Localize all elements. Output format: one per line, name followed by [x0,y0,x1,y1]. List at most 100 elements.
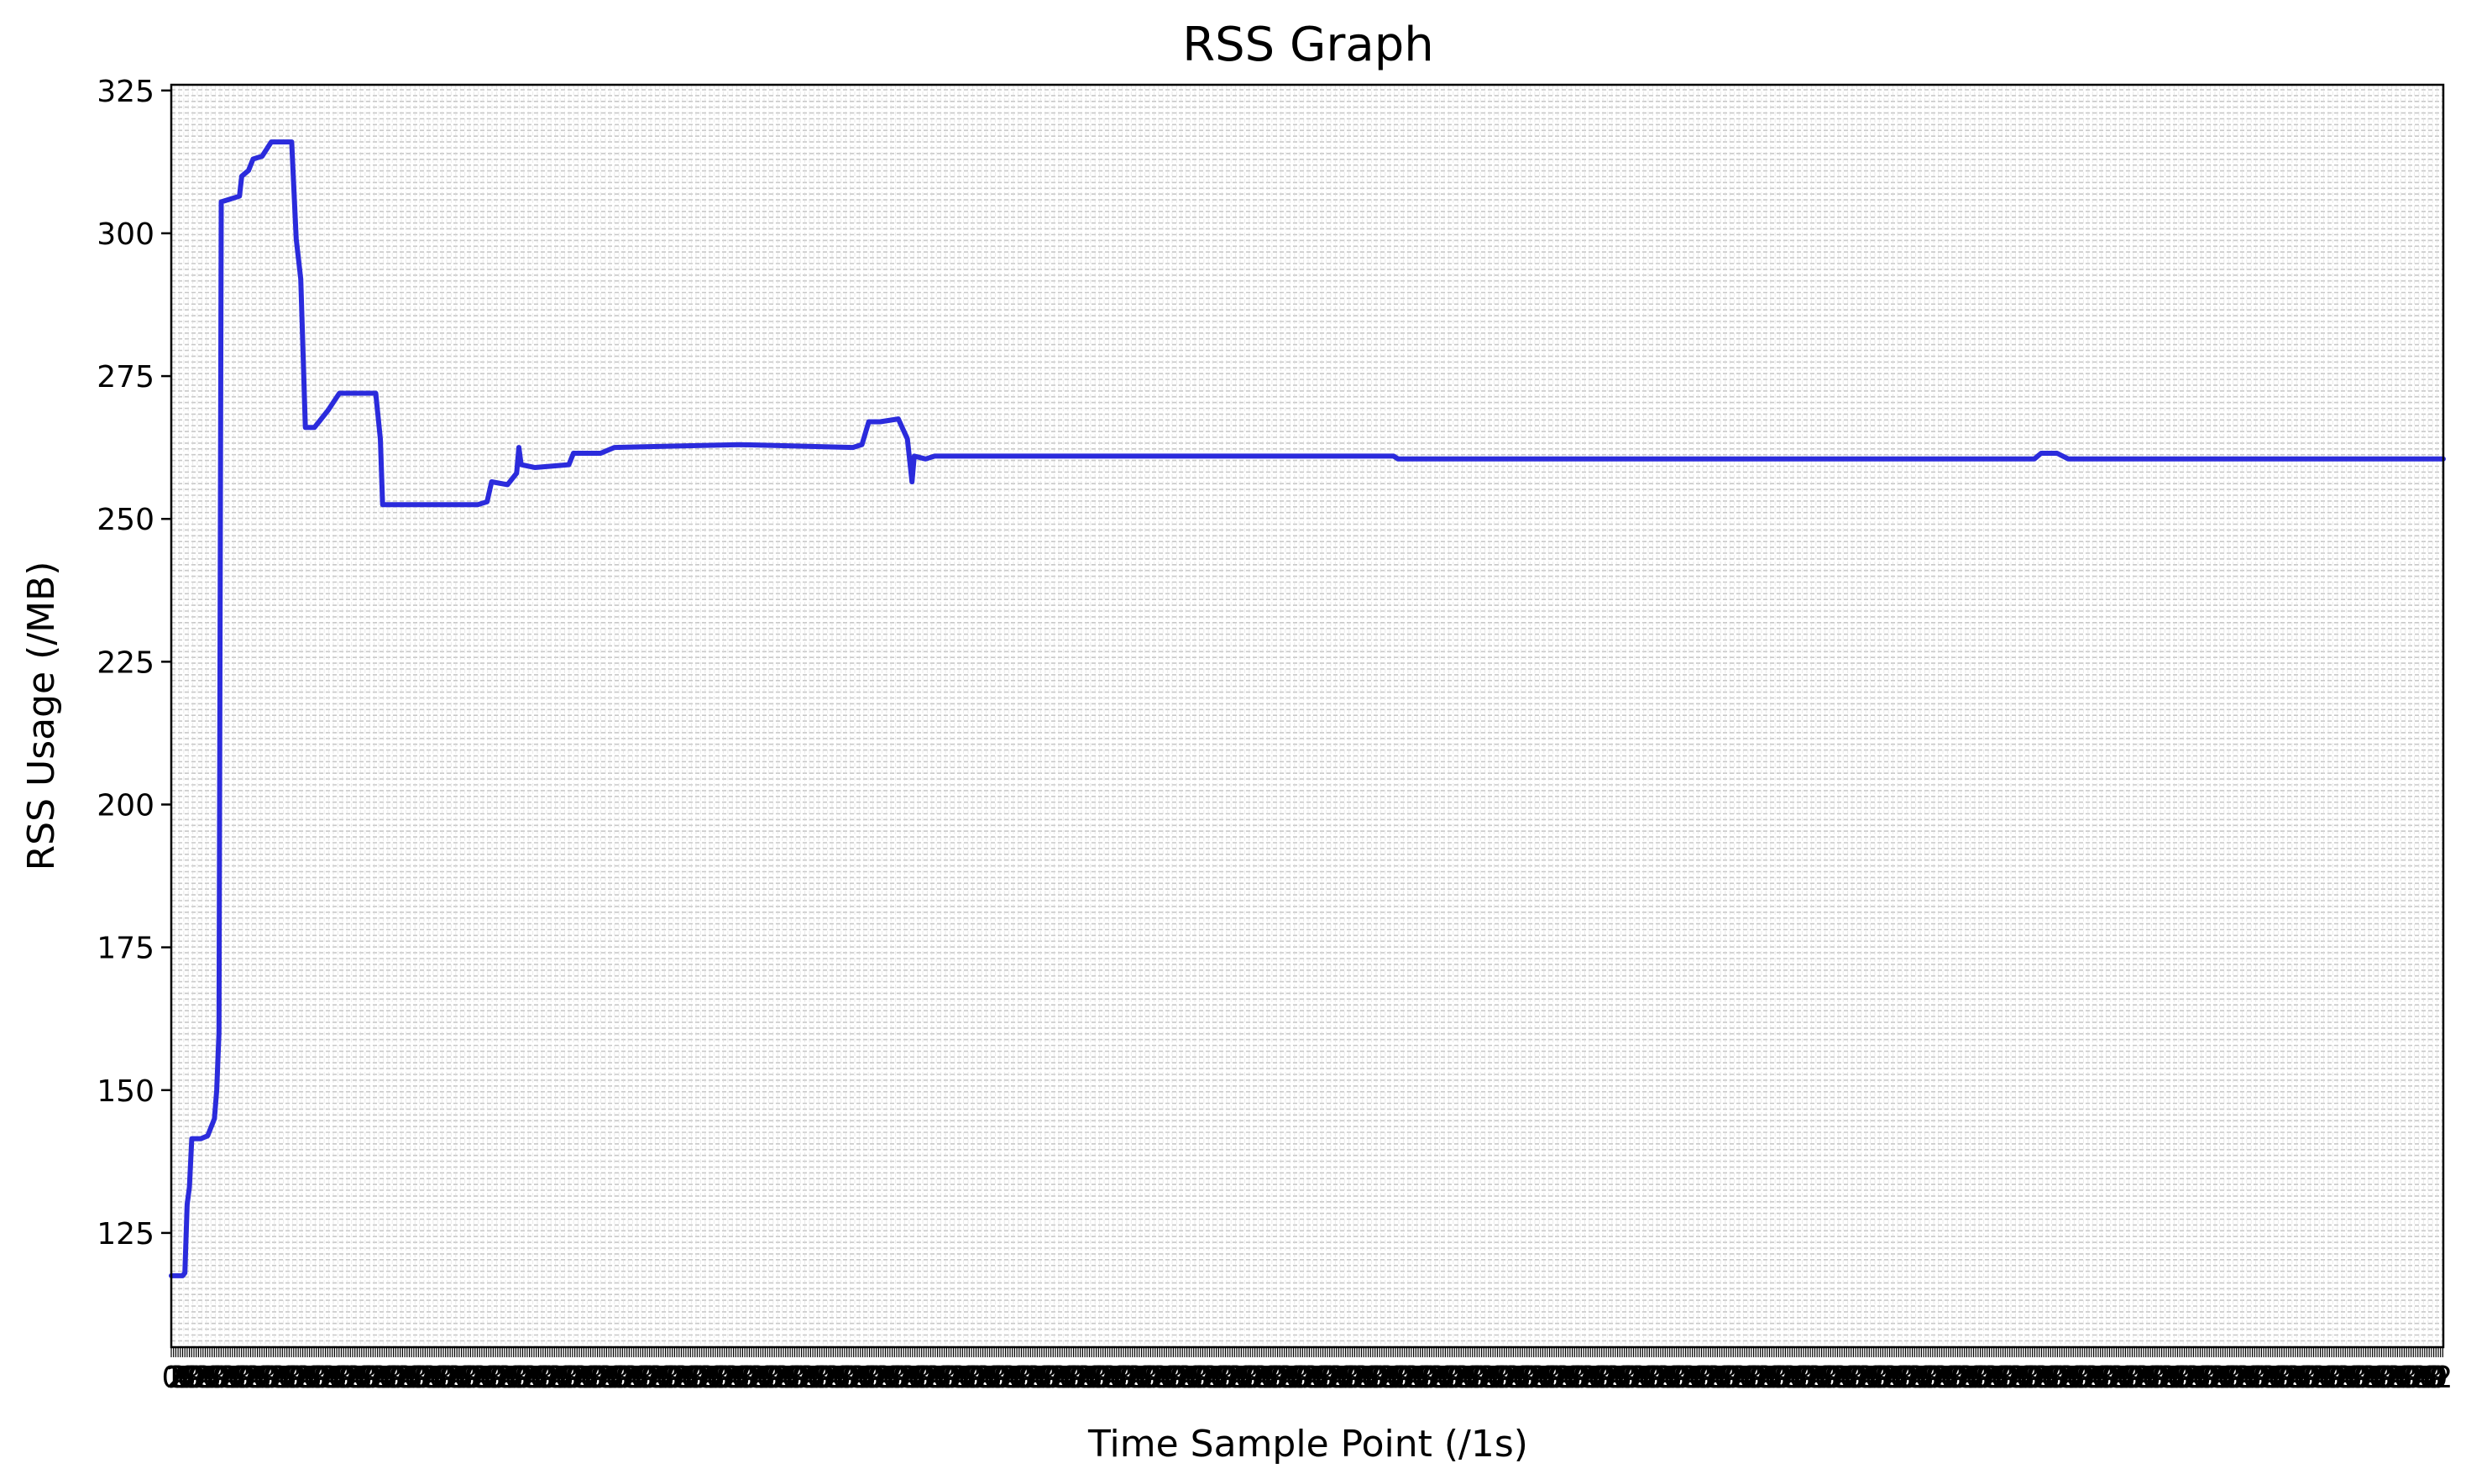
x-tick-label: 1 [2432,1361,2451,1395]
x-tick-label: 1 [845,1361,864,1395]
x-tick-label: 3 [1983,1361,2002,1395]
x-tick-label: 3 [1202,1361,1222,1395]
x-tick-label: 5 [1887,1361,1907,1395]
x-tick-label: 5 [1610,1361,1630,1395]
x-tick-label: 0 [1976,1361,1995,1395]
x-tick-label: 0 [1749,1361,1768,1395]
x-tick-label: 1 [2003,1361,2023,1395]
x-tick-label: 8 [1694,1361,1713,1395]
x-tick-label: 7 [633,1361,652,1395]
x-tick-label: 1 [316,1361,335,1395]
x-tick-label: 8 [283,1361,302,1395]
x-tick-label: 6 [756,1361,776,1395]
x-tick-label: 5 [2190,1361,2209,1395]
x-tick-label: 9 [1822,1361,1841,1395]
x-tick-label: 7 [356,1361,375,1395]
x-tick-label: 5 [905,1361,924,1395]
x-tick-label: 7 [2396,1361,2416,1395]
x-tick-label: 4 [1482,1361,1501,1395]
x-tick-label: 6 [1537,1361,1557,1395]
x-tick-label: 6 [958,1361,977,1395]
x-tick-label: 4 [2036,1361,2055,1395]
x-tick-label: 5 [552,1361,572,1395]
x-tick-label: 0 [968,1361,987,1395]
x-tick-label: 9 [1495,1361,1514,1395]
x-tick-label: 6 [1034,1361,1053,1395]
x-tick-label: 0 [1472,1361,1491,1395]
x-tick-label: 4 [500,1361,519,1395]
x-tick-label: 7 [583,1361,602,1395]
x-tick-label: 8 [1391,1361,1411,1395]
x-tick-label: 4 [1432,1361,1451,1395]
x-tick-label: 6 [2217,1361,2237,1395]
x-tick-label: 6 [1688,1361,1708,1395]
y-axis-label: RSS Usage (/MB) [20,562,63,871]
y-tick-label: 125 [97,1217,154,1251]
x-tick-label: 1 [2029,1361,2048,1395]
x-tick-label: 7 [306,1361,325,1395]
x-tick-label: 5 [1913,1361,1932,1395]
x-tick-label: 0 [1497,1361,1516,1395]
x-tick-label: 1 [2306,1361,2325,1395]
x-tick-label: 2 [721,1361,741,1395]
x-tick-label: 9 [2351,1361,2370,1395]
x-tick-label: 7 [1338,1361,1358,1395]
x-tick-label: 3 [1908,1361,1927,1395]
x-tick-label: 2 [1149,1361,1169,1395]
x-tick-label: 5 [527,1361,547,1395]
x-tick-label: 9 [411,1361,431,1395]
x-tick-label: 2 [1880,1361,1899,1395]
x-tick-label: 0 [2379,1361,2398,1395]
x-tick-label: 6 [429,1361,448,1395]
x-tick-label: 3 [2160,1361,2179,1395]
x-tick-label: 4 [399,1361,418,1395]
x-tick-label: 2 [2207,1361,2227,1395]
x-tick-label: 8 [812,1361,831,1395]
x-tick-label: 4 [1029,1361,1048,1395]
x-tick-label: 1 [2154,1361,2174,1395]
x-tick-label: 3 [1882,1361,1902,1395]
x-tick-label: 1 [719,1361,738,1395]
x-tick-label: 2 [268,1361,287,1395]
x-tick-label: 9 [1545,1361,1564,1395]
x-tick-label: 7 [1666,1361,1685,1395]
x-tick-label: 2 [1779,1361,1798,1395]
x-tick-label: 7 [2195,1361,2214,1395]
x-tick-label: 1 [1626,1361,1645,1395]
x-tick-label: 4 [1658,1361,1678,1395]
x-tick-label: 5 [2089,1361,2108,1395]
x-tick-label: 1 [744,1361,763,1395]
y-tick-label: 300 [97,217,154,252]
x-tick-label: 7 [406,1361,426,1395]
x-tick-label: 7 [1061,1361,1081,1395]
x-tick-label: 2 [2107,1361,2126,1395]
x-tick-label: 6 [1109,1361,1128,1395]
x-tick-label: 7 [784,1361,804,1395]
x-tick-label: 9 [915,1361,934,1395]
x-tick-label: 8 [2097,1361,2116,1395]
x-tick-label: 3 [2260,1361,2280,1395]
x-tick-label: 3 [749,1361,768,1395]
x-tick-label: 5 [1988,1361,2008,1395]
x-tick-label: 5 [1661,1361,1680,1395]
x-tick-label: 4 [2212,1361,2232,1395]
x-tick-label: 0 [1774,1361,1793,1395]
x-tick-label: 4 [2061,1361,2081,1395]
x-tick-label: 0 [716,1361,736,1395]
x-tick-label: 5 [1258,1361,1277,1395]
x-tick-label: 4 [2011,1361,2030,1395]
x-tick-label: 7 [1565,1361,1584,1395]
x-tick-label: 5 [175,1361,194,1395]
x-tick-label: 6 [1059,1361,1078,1395]
x-tick-label: 1 [971,1361,990,1395]
x-tick-label: 1 [1978,1361,1997,1395]
x-tick-label: 6 [1789,1361,1809,1395]
x-tick-label: 6 [2142,1361,2161,1395]
x-tick-label: 0 [1069,1361,1088,1395]
x-tick-label: 0 [313,1361,332,1395]
x-tick-label: 8 [610,1361,630,1395]
x-tick-label: 2 [1930,1361,1950,1395]
x-tick-label: 2 [1024,1361,1043,1395]
x-tick-label: 0 [1296,1361,1315,1395]
x-tick-label: 9 [1772,1361,1791,1395]
